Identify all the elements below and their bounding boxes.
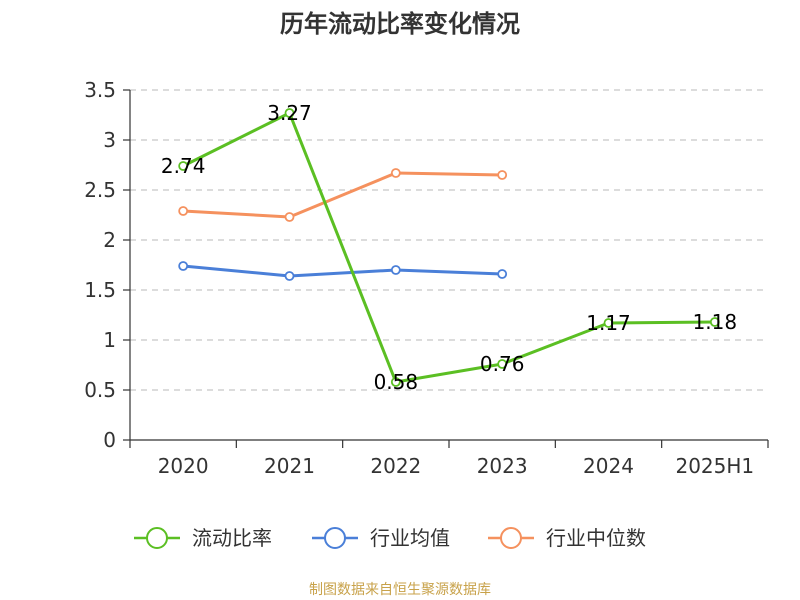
x-tick-label: 2025H1 — [675, 454, 754, 478]
x-tick-label: 2023 — [477, 454, 528, 478]
data-labels: 2.74 3.27 0.58 0.76 1.17 1.18 — [161, 101, 737, 394]
y-tick-label: 2.5 — [84, 178, 116, 202]
data-label: 1.17 — [586, 311, 631, 335]
series-line-0 — [182, 111, 715, 384]
y-tick-label: 1 — [103, 328, 116, 352]
data-point — [709, 317, 720, 327]
grid-lines — [130, 89, 768, 391]
axes — [123, 89, 769, 448]
legend-marker-icon — [324, 527, 346, 549]
y-tick-label: 3.5 — [84, 78, 116, 102]
legend-item-1: 行业均值 — [312, 526, 450, 550]
data-point — [390, 265, 401, 275]
y-tick-label: 3 — [103, 128, 116, 152]
legend-label: 行业中位数 — [546, 526, 646, 550]
y-tick-label: 1.5 — [84, 278, 116, 302]
legend-marker-icon — [500, 527, 522, 549]
y-tick-label: 0 — [103, 428, 116, 452]
legend-item-0: 流动比率 — [134, 526, 272, 550]
data-point — [603, 318, 614, 328]
data-point — [284, 108, 295, 118]
x-tick-label: 2020 — [158, 454, 209, 478]
data-point — [497, 359, 508, 369]
y-tick-label: 0.5 — [84, 378, 116, 402]
data-point — [284, 212, 295, 222]
series-line-1 — [183, 264, 503, 278]
data-point — [497, 170, 508, 180]
x-tick-label: 2022 — [370, 454, 421, 478]
legend: 流动比率 行业均值 行业中位数 — [134, 526, 646, 550]
data-label: 0.58 — [374, 370, 419, 394]
legend-marker-icon — [146, 527, 168, 549]
data-label: 2.74 — [161, 154, 206, 178]
chart-title: 历年流动比率变化情况 — [280, 10, 520, 38]
data-label: 3.27 — [267, 101, 312, 125]
x-axis-ticks: 2020 2021 2022 2023 2024 2025H1 — [158, 454, 754, 478]
legend-label: 行业均值 — [370, 526, 450, 550]
y-axis-ticks: 0 0.5 1 1.5 2 2.5 3 3.5 — [84, 78, 116, 452]
data-point — [178, 206, 189, 216]
series-lines — [178, 108, 720, 387]
data-label: 1.18 — [693, 310, 738, 334]
x-tick-label: 2021 — [264, 454, 315, 478]
x-tick-label: 2024 — [583, 454, 634, 478]
series-line-2 — [183, 171, 503, 219]
data-point — [178, 161, 189, 171]
data-label: 0.76 — [480, 352, 525, 376]
data-point — [284, 271, 295, 281]
data-point — [178, 261, 189, 271]
data-point — [390, 168, 401, 178]
data-point — [390, 377, 401, 387]
legend-item-2: 行业中位数 — [488, 526, 646, 550]
source-note: 制图数据来自恒生聚源数据库 — [309, 582, 491, 598]
data-point — [497, 269, 508, 279]
legend-label: 流动比率 — [192, 526, 272, 550]
y-tick-label: 2 — [103, 228, 116, 252]
